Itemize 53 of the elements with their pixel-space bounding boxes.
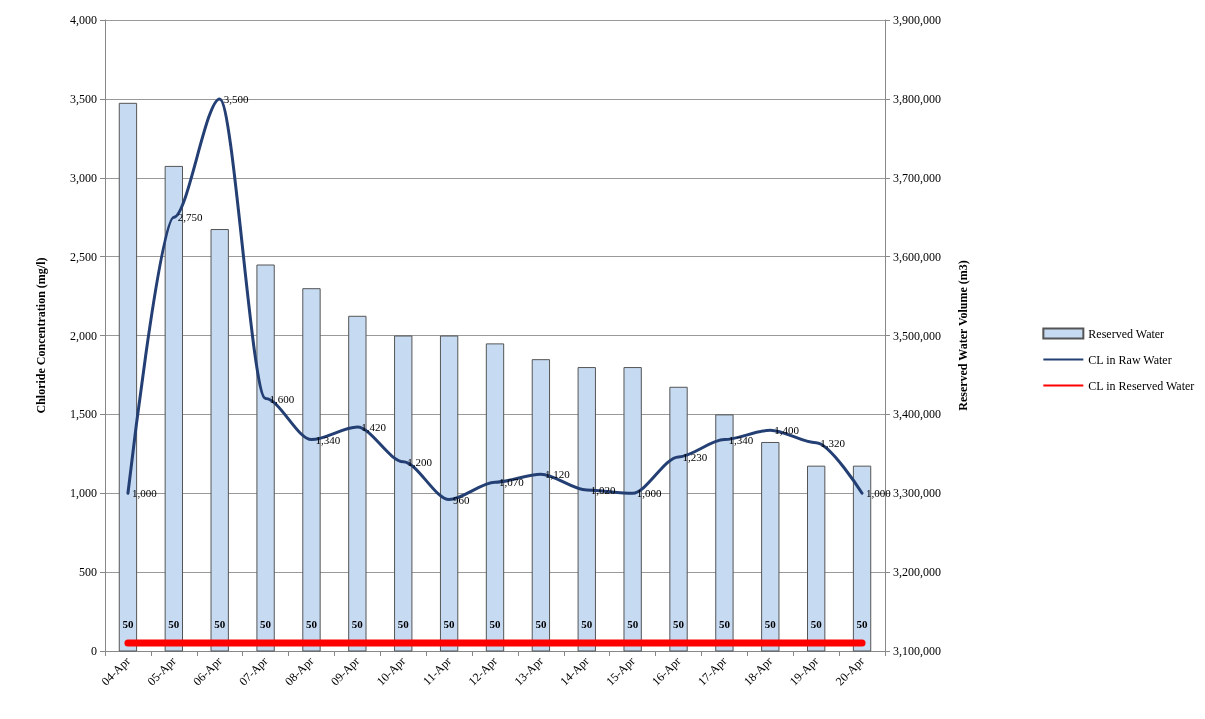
data-label: 1,420 — [361, 420, 387, 433]
y-axis-title: Chloride Concentration (mg/l) — [34, 257, 48, 414]
y2-tick-label: 3,400,000 — [893, 407, 941, 422]
y2-tick-label: 3,100,000 — [893, 644, 941, 658]
data-label: 50 — [489, 617, 501, 630]
data-label: 1,000 — [866, 487, 892, 500]
data-label: 1,340 — [315, 433, 341, 446]
data-label: 1,320 — [820, 436, 846, 449]
data-label: 50 — [397, 617, 410, 630]
data-label: 3,500 — [223, 92, 249, 105]
data-label: 1,340 — [728, 433, 754, 446]
data-label: 50 — [810, 617, 823, 630]
y-tick-label: 2,500 — [70, 249, 97, 264]
data-label: 1,020 — [590, 484, 617, 497]
data-label: 50 — [168, 617, 180, 630]
data-label: 50 — [856, 617, 869, 630]
data-label: 50 — [305, 617, 318, 630]
data-label: 50 — [627, 617, 639, 630]
data-label: 50 — [443, 617, 456, 630]
legend-label: CL in Raw Water — [1088, 352, 1172, 367]
y-tick-label: 0 — [91, 644, 97, 658]
y2-tick-label: 3,500,000 — [893, 328, 941, 343]
y-tick-label: 1,500 — [70, 407, 97, 422]
data-label: 50 — [351, 617, 364, 630]
y2-tick-label: 3,600,000 — [893, 249, 941, 264]
y-tick-label: 3,500 — [70, 91, 97, 106]
y2-axis-title: Reserved Water Volume (m3) — [956, 260, 970, 411]
legend-label: Reserved Water — [1088, 326, 1165, 341]
y2-tick-label: 3,800,000 — [893, 91, 941, 106]
data-label: 50 — [260, 617, 272, 630]
y-tick-label: 4,000 — [70, 13, 97, 27]
legend-label: CL in Reserved Water — [1088, 378, 1195, 393]
y2-tick-label: 3,900,000 — [893, 13, 941, 27]
y-tick-label: 1,000 — [70, 486, 97, 501]
data-label: 50 — [718, 617, 731, 630]
data-label: 50 — [122, 617, 134, 630]
data-label: 50 — [764, 617, 777, 630]
data-label: 50 — [673, 617, 685, 630]
data-label: 1,200 — [407, 455, 433, 468]
data-label: 50 — [214, 617, 226, 630]
data-label: 50 — [535, 617, 547, 630]
line-series — [126, 97, 864, 502]
y2-tick-label: 3,700,000 — [893, 170, 941, 185]
y2-tick-label: 3,300,000 — [893, 486, 941, 501]
data-label: 960 — [453, 493, 471, 506]
y2-tick-label: 3,200,000 — [893, 565, 941, 580]
data-label: 1,400 — [774, 424, 800, 437]
data-label: 1,600 — [269, 392, 295, 405]
data-label: 50 — [581, 617, 593, 630]
y-tick-label: 2,000 — [70, 328, 97, 343]
y-tick-label: 3,000 — [70, 170, 97, 185]
y-tick-label: 500 — [79, 565, 97, 580]
data-label: 1,230 — [682, 450, 708, 463]
